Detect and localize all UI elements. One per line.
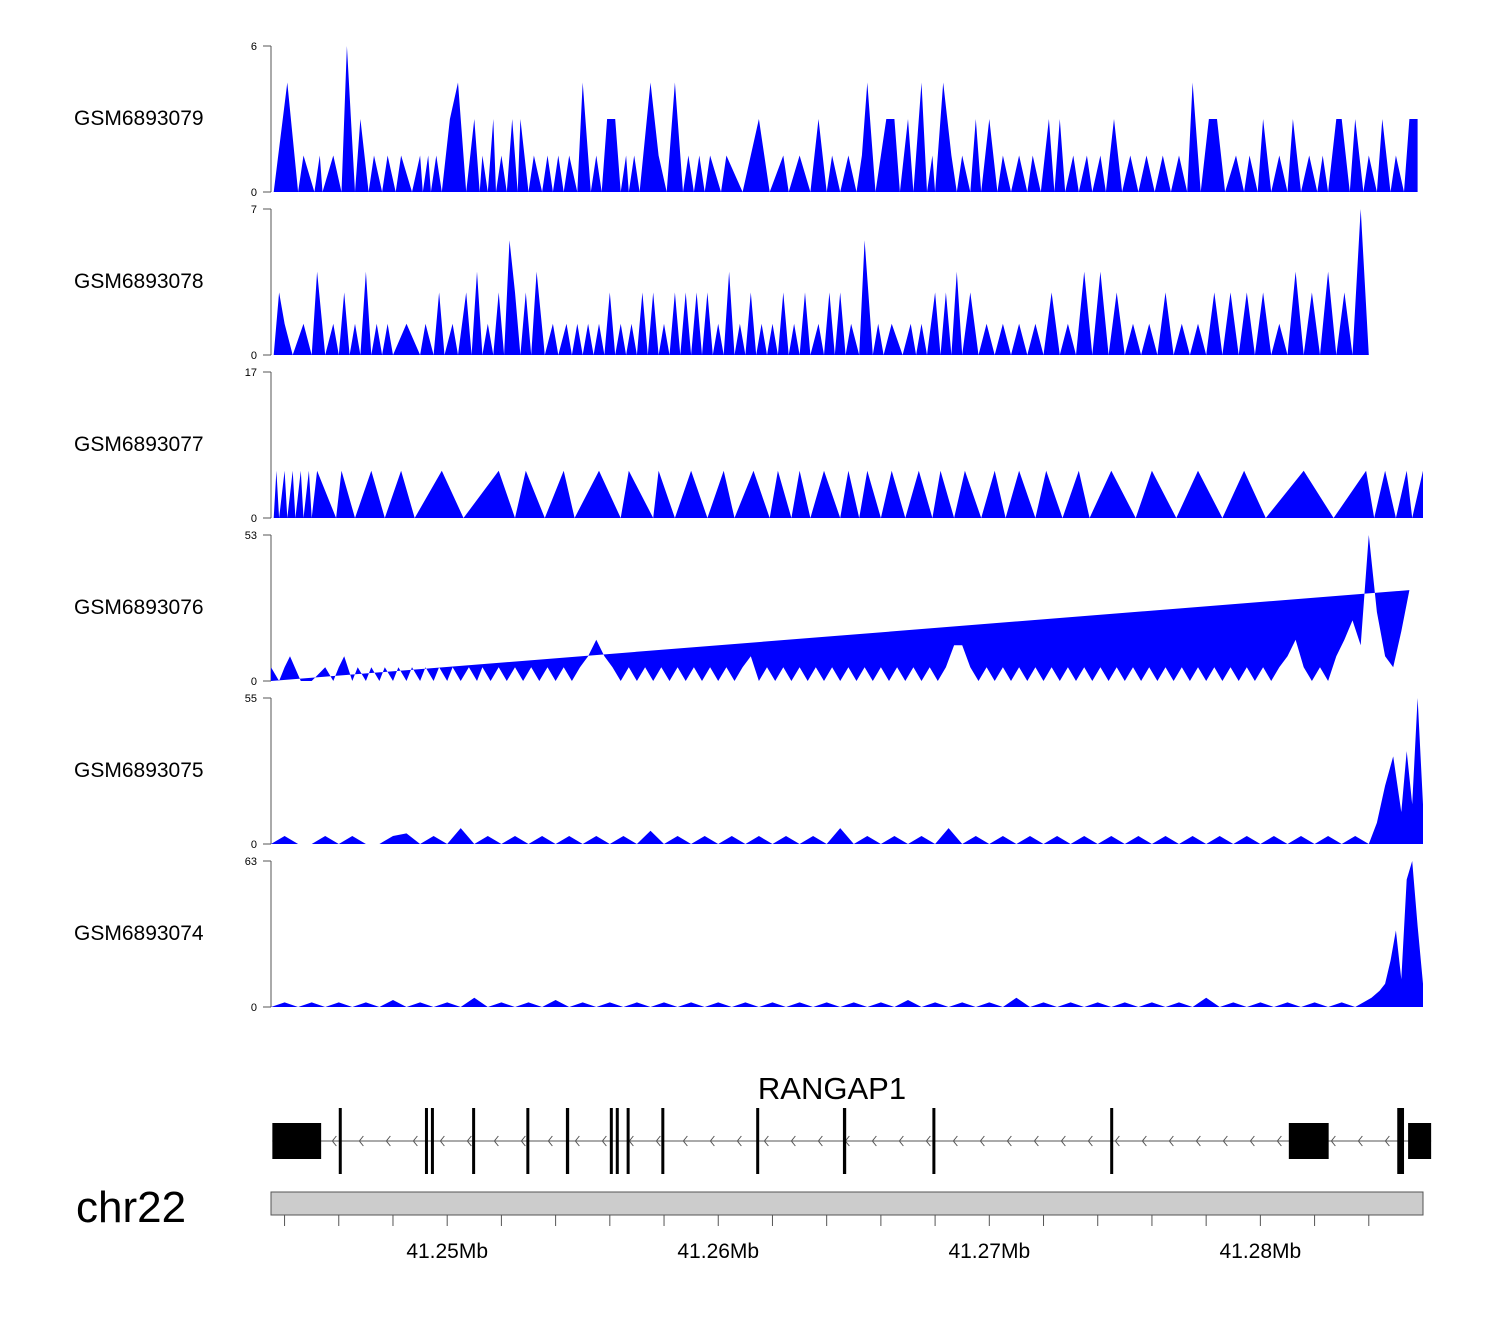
strand-arrow [871,1135,877,1147]
y-min-label: 0 [251,187,257,199]
exon [626,1108,630,1174]
strand-arrow [682,1135,688,1147]
exon [526,1108,530,1174]
strand-arrow [412,1135,418,1147]
strand-arrow [1249,1135,1255,1147]
strand-arrow [1195,1135,1201,1147]
strand-arrow [1033,1135,1039,1147]
exon [1408,1123,1432,1159]
strand-arrow [925,1135,931,1147]
strand-arrow [1060,1135,1066,1147]
track-label: GSM6893077 [74,433,204,456]
exon [756,1108,760,1174]
strand-arrow [1141,1135,1147,1147]
strand-arrow [520,1135,526,1147]
exon [932,1108,936,1174]
genome-axis: chr22 41.25Mb 41.26Mb 41.27Mb 41.28Mb [76,1183,1424,1263]
coverage-area [271,861,1423,1007]
coverage-area [271,698,1423,844]
coverage-area [271,535,1410,681]
exon [1397,1108,1405,1174]
gene-track: RANGAP1 [272,1071,1432,1174]
track-label: GSM6893079 [74,107,204,130]
y-min-label: 0 [251,350,257,362]
x-tick-label: 41.27Mb [948,1240,1030,1263]
x-tick-label: 41.28Mb [1219,1240,1301,1263]
exon [1110,1108,1114,1174]
strand-arrow [1168,1135,1174,1147]
strand-arrow [952,1135,958,1147]
strand-arrow [736,1135,742,1147]
strand-arrow [1384,1135,1390,1147]
track-GSM6893075: GSM6893075 55 0 [74,693,1423,851]
strand-arrow [1276,1135,1282,1147]
track-GSM6893074: GSM6893074 63 0 [74,856,1423,1014]
strand-arrow [358,1135,364,1147]
exon [609,1108,613,1174]
strand-arrow [547,1135,553,1147]
strand-arrow [817,1135,823,1147]
strand-arrow [763,1135,769,1147]
strand-arrow [898,1135,904,1147]
track-label: GSM6893076 [74,596,204,619]
strand-arrow [1006,1135,1012,1147]
strand-arrow [790,1135,796,1147]
exon [615,1108,619,1174]
coverage-tracks: GSM689307960GSM689307870GSM6893077170GSM… [74,41,1424,1014]
strand-arrow [331,1135,337,1147]
y-max-label: 6 [251,41,257,53]
exon [1288,1123,1329,1159]
strand-arrow [574,1135,580,1147]
exon [424,1108,428,1174]
track-GSM6893076: GSM6893076 53 0 [74,530,1410,688]
track-GSM6893077: GSM6893077 17 0 [74,367,1424,525]
y-max-label: 17 [245,367,257,379]
coverage-area [273,470,1424,518]
y-min-label: 0 [251,1002,257,1014]
y-max-label: 53 [245,530,257,542]
strand-arrow [655,1135,661,1147]
gene-name-label: RANGAP1 [758,1071,906,1106]
y-max-label: 63 [245,856,257,868]
strand-arrow [1087,1135,1093,1147]
y-min-label: 0 [251,513,257,525]
strand-arrow [601,1135,607,1147]
coverage-area [273,209,1369,355]
strand-arrow [709,1135,715,1147]
coverage-area [273,46,1418,192]
y-min-label: 0 [251,676,257,688]
y-min-label: 0 [251,839,257,851]
chromosome-bar [270,1191,1424,1216]
y-max-label: 7 [251,204,257,216]
strand-arrow [1357,1135,1363,1147]
track-label: GSM6893078 [74,270,204,293]
track-GSM6893078: GSM6893078 7 0 [74,204,1369,362]
strand-arrow [1222,1135,1228,1147]
x-tick-label: 41.26Mb [677,1240,759,1263]
track-label: GSM6893074 [74,922,204,945]
strand-arrow [466,1135,472,1147]
strand-arrow [439,1135,445,1147]
strand-arrow [1330,1135,1336,1147]
exon [661,1108,665,1174]
strand-arrow [979,1135,985,1147]
exon [842,1108,847,1174]
y-max-label: 55 [245,693,257,705]
chromosome-label: chr22 [76,1183,186,1232]
exon [565,1108,570,1174]
track-label: GSM6893075 [74,759,204,782]
exon [272,1123,322,1159]
track-GSM6893079: GSM6893079 6 0 [74,41,1418,199]
exon [430,1108,434,1174]
exon [472,1108,476,1174]
strand-arrow [1114,1135,1120,1147]
strand-arrow [385,1135,391,1147]
strand-arrow [493,1135,499,1147]
exon [338,1108,342,1174]
x-tick-label: 41.25Mb [406,1240,488,1263]
